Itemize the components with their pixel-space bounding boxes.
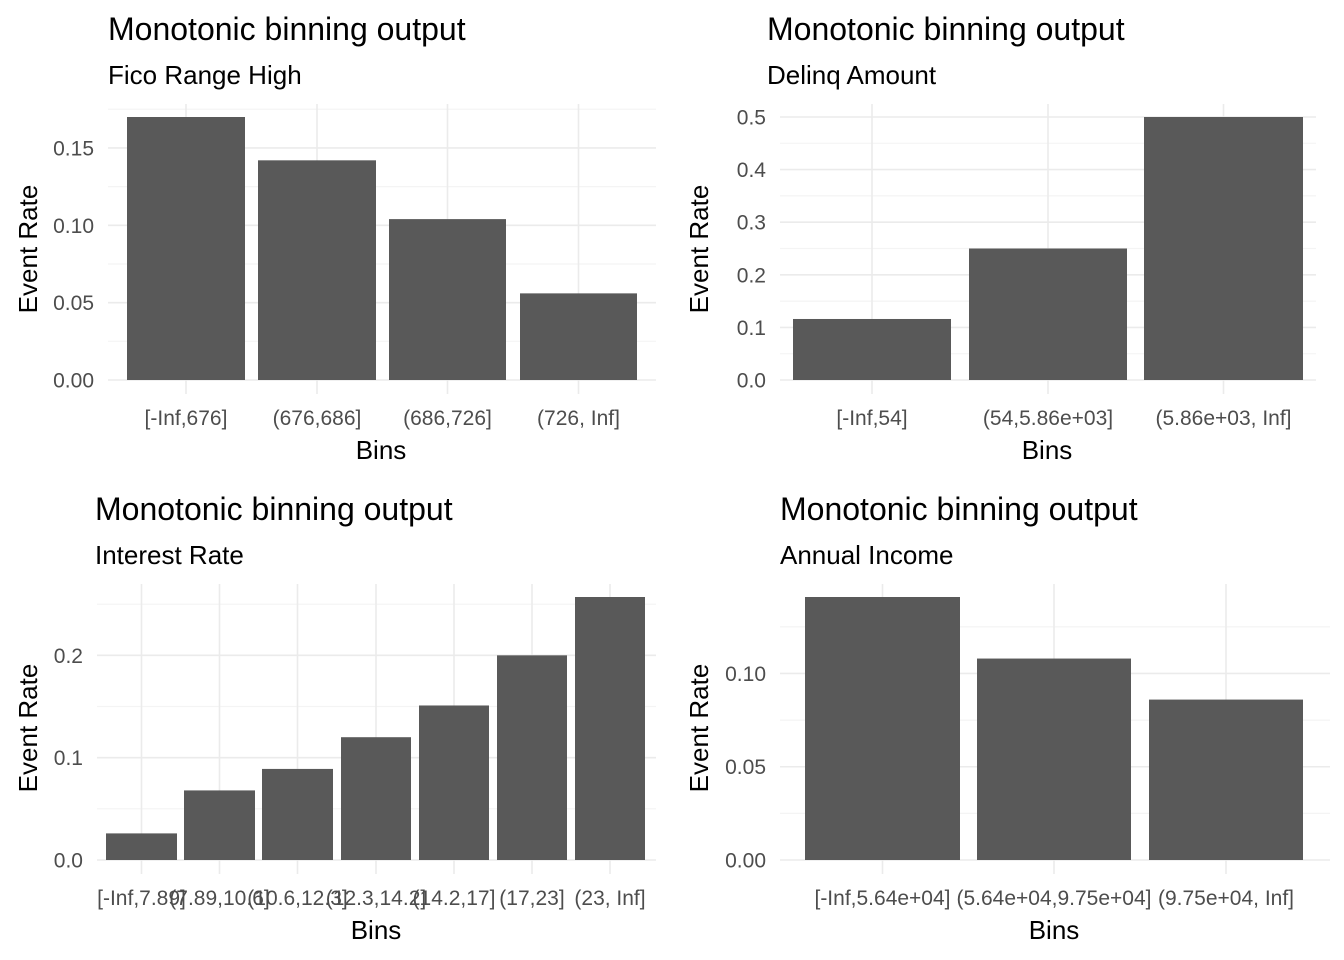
panel-subtitle: Interest Rate (95, 540, 244, 570)
y-tick-label: 0.4 (737, 159, 767, 182)
bars (805, 597, 1303, 860)
bar (497, 655, 567, 860)
y-tick-label: 0.00 (53, 370, 94, 393)
y-tick-labels: 0.0 0.1 0.2 0.3 0.4 0.5 (737, 107, 767, 393)
bar (258, 160, 376, 380)
y-tick-label: 0.00 (725, 850, 766, 873)
y-tick-labels: 0.00 0.05 0.10 0.15 (53, 137, 94, 392)
x-tick-labels: [-Inf,7.89](7.89,10.6](10.6,12.3](12.3,1… (97, 887, 645, 910)
panel-fico-range-high: Monotonic binning output Fico Range High… (13, 11, 656, 465)
x-tick-labels: [-Inf,676] (676,686] (686,726] (726, Inf] (145, 407, 620, 430)
x-tick-label: [-Inf,5.64e+04] (814, 887, 950, 910)
bars (127, 117, 637, 380)
bar (969, 248, 1127, 380)
x-tick-label: (12.3,14.2] (326, 887, 426, 910)
panel-interest-rate: Monotonic binning output Interest Rate B… (13, 491, 656, 945)
panel-title: Monotonic binning output (108, 11, 466, 47)
y-tick-labels: 0.0 0.1 0.2 (54, 645, 83, 873)
x-tick-label: (10.6,12.3] (247, 887, 347, 910)
panel-subtitle: Delinq Amount (767, 60, 937, 90)
y-tick-label: 0.05 (53, 292, 94, 315)
x-tick-label: [-Inf,676] (145, 407, 228, 430)
x-tick-label: [-Inf,54] (836, 407, 907, 430)
bar (520, 293, 637, 380)
bar (389, 219, 506, 380)
y-tick-labels: 0.00 0.05 0.10 (725, 663, 766, 873)
y-tick-label: 0.2 (54, 645, 83, 668)
y-tick-label: 0.10 (725, 663, 766, 686)
y-tick-label: 0.0 (737, 370, 766, 393)
y-axis-title: Event Rate (684, 664, 714, 793)
y-tick-label: 0.0 (54, 850, 83, 873)
x-tick-label: (23, Inf] (574, 887, 645, 910)
bar (419, 705, 489, 860)
x-axis-title: Bins (356, 435, 407, 465)
panel-title: Monotonic binning output (95, 491, 453, 527)
y-tick-label: 0.5 (737, 107, 766, 130)
y-axis-title: Event Rate (13, 185, 43, 314)
panel-title: Monotonic binning output (767, 11, 1125, 47)
y-axis-title: Event Rate (684, 185, 714, 314)
bars (106, 597, 645, 860)
panel-delinq-amount: Monotonic binning output Delinq Amount B… (684, 11, 1316, 465)
x-axis-title: Bins (351, 915, 402, 945)
bar (127, 117, 245, 380)
y-tick-label: 0.05 (725, 756, 766, 779)
bar (805, 597, 960, 860)
y-tick-label: 0.1 (737, 317, 766, 340)
bar (575, 597, 645, 860)
bar (1149, 699, 1303, 860)
x-tick-label: (54,5.86e+03] (983, 407, 1113, 430)
bar (106, 833, 177, 860)
bar (793, 318, 951, 380)
bar (262, 768, 333, 860)
y-tick-label: 0.10 (53, 215, 94, 238)
x-tick-label: (676,686] (273, 407, 362, 430)
y-tick-label: 0.2 (737, 264, 766, 287)
panel-subtitle: Fico Range High (108, 60, 302, 90)
bar (184, 790, 255, 860)
bar (977, 658, 1131, 860)
y-tick-label: 0.1 (54, 747, 83, 770)
x-tick-labels: [-Inf,5.64e+04] (5.64e+04,9.75e+04] (9.75e… (814, 887, 1294, 910)
y-tick-label: 0.15 (53, 137, 94, 160)
x-axis-title: Bins (1029, 915, 1080, 945)
x-tick-label: (5.64e+04,9.75e+04] (956, 887, 1151, 910)
x-tick-label: (5.86e+03, Inf] (1155, 407, 1291, 430)
x-axis-title: Bins (1022, 435, 1073, 465)
bars (793, 117, 1303, 380)
panel-subtitle: Annual Income (780, 540, 953, 570)
bar (341, 737, 411, 860)
x-tick-labels: [-Inf,54] (54,5.86e+03] (5.86e+03, Inf] (836, 407, 1291, 430)
y-axis-title: Event Rate (13, 664, 43, 793)
x-tick-label: (686,726] (403, 407, 492, 430)
x-tick-label: [-Inf,7.89] (97, 887, 186, 910)
panel-title: Monotonic binning output (780, 491, 1138, 527)
x-tick-label: (726, Inf] (537, 407, 620, 430)
x-tick-label: (17,23] (499, 887, 564, 910)
x-tick-label: (9.75e+04, Inf] (1158, 887, 1294, 910)
x-tick-label: (14.2,17] (413, 887, 496, 910)
panel-annual-income: Monotonic binning output Annual Income B… (684, 491, 1330, 945)
bar (1144, 117, 1303, 380)
x-tick-label: (7.89,10.6] (169, 887, 269, 910)
y-tick-label: 0.3 (737, 212, 766, 235)
